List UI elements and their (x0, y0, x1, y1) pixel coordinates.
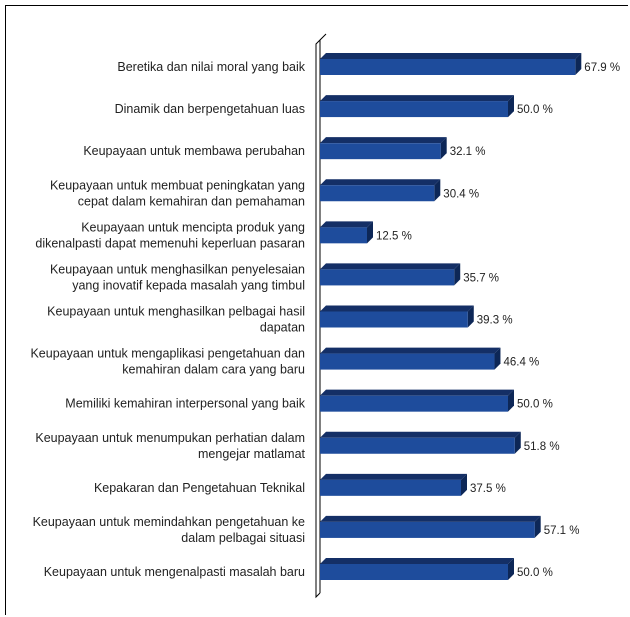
bar-top-face (320, 221, 373, 228)
category-label: Kepakaran dan Pengetahuan Teknikal (94, 481, 305, 495)
bar-top-face (320, 347, 501, 354)
bar-front-face (320, 143, 441, 160)
bar-top-face (320, 431, 521, 438)
category-label: Keupayaan untuk memindahkan pengetahuan … (33, 515, 305, 545)
data-label: 51.8 % (524, 441, 560, 453)
bar-3 (320, 137, 447, 160)
chart-frame (5, 5, 628, 615)
category-label: Keupayaan untuk menumpukan perhatian dal… (35, 431, 305, 461)
bar-side-face (461, 473, 467, 496)
bar-side-face (367, 221, 373, 244)
bar-top-face (320, 179, 441, 186)
bar-6 (320, 263, 461, 286)
bar-top-face (320, 558, 514, 564)
bar-11 (320, 473, 467, 496)
category-label: Keupayaan untuk mengaplikasi pengetahuan… (30, 347, 305, 377)
category-label: Memiliki kemahiran interpersonal yang ba… (65, 397, 305, 411)
bar-front-face (320, 59, 576, 75)
bar-top-face (320, 95, 514, 102)
bar-side-face (467, 305, 474, 328)
bar-side-face (440, 137, 447, 160)
category-label: Keupayaan untuk membawa perubahan (83, 144, 305, 158)
bar-4 (320, 179, 441, 202)
bar-side-face (508, 558, 514, 580)
category-label: Keupayaan untuk mencipta produk yang dike… (35, 220, 305, 250)
bar-10 (320, 431, 521, 454)
bar-front-face (320, 353, 495, 370)
bar-13 (320, 558, 514, 580)
bar-front-face (320, 437, 515, 454)
bar-side-face (534, 515, 541, 538)
bar-1 (320, 53, 582, 75)
bar-side-face (434, 179, 441, 202)
data-label: 57.1 % (544, 525, 580, 537)
bar-front-face (320, 521, 535, 538)
data-label: 30.4 % (443, 188, 479, 200)
data-label: 32.1 % (450, 146, 486, 158)
data-label: 35.7 % (463, 272, 499, 284)
bar-top-face (320, 53, 582, 59)
bar-front-face (320, 101, 508, 118)
data-label: 50.0 % (517, 104, 553, 116)
bar-7 (320, 305, 474, 328)
bar-front-face (320, 395, 508, 412)
bar-side-face (508, 95, 514, 118)
data-label: 50.0 % (517, 567, 553, 579)
category-label: Keupayaan untuk menghasilkan penyelesaia… (50, 262, 305, 292)
bar-top-face (320, 305, 474, 312)
bar-front-face (320, 269, 455, 286)
bar-5 (320, 221, 373, 244)
bar-front-face (320, 227, 367, 244)
bar-front-face (320, 311, 468, 328)
bar-top-face (320, 389, 514, 396)
data-label: 37.5 % (470, 483, 506, 495)
bar-side-face (454, 263, 461, 286)
data-label: 67.9 % (584, 62, 620, 74)
category-label: Dinamik dan berpengetahuan luas (115, 102, 305, 116)
bar-side-face (494, 347, 501, 370)
bar-top-face (320, 473, 467, 480)
data-label: 39.3 % (477, 315, 513, 327)
data-label: 50.0 % (517, 399, 553, 411)
bar-12 (320, 515, 541, 538)
bar-2 (320, 95, 514, 118)
bar-side-face (514, 431, 521, 454)
category-label: Keupayaan untuk menghasilkan pelbagai ha… (47, 305, 305, 335)
bar-front-face (320, 564, 508, 580)
bar-top-face (320, 137, 447, 144)
bar-front-face (320, 185, 435, 202)
bar-9 (320, 389, 514, 412)
bar-front-face (320, 479, 461, 496)
bar-side-face (575, 53, 582, 75)
bar-8 (320, 347, 501, 370)
bar-top-face (320, 263, 461, 270)
data-label: 12.5 % (376, 230, 412, 242)
bar-side-face (508, 389, 514, 412)
category-label: Keupayaan untuk membuat peningkatan yang… (50, 178, 305, 208)
bar-top-face (320, 515, 541, 522)
data-label: 46.4 % (503, 357, 539, 369)
category-label: Beretika dan nilai moral yang baik (117, 60, 305, 74)
category-label: Keupayaan untuk mengenalpasti masalah ba… (44, 565, 305, 579)
